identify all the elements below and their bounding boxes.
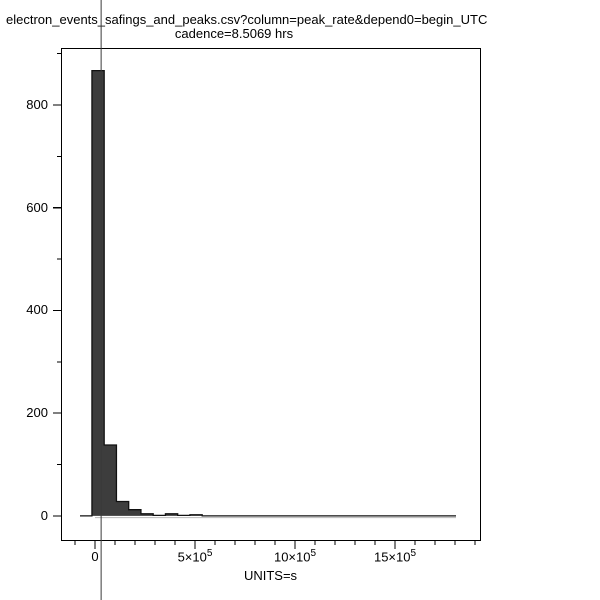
- histogram-bars-fill: [91, 70, 448, 516]
- y-axis-tick-labels: 0 200 400 600 800: [0, 0, 48, 600]
- x-tick-label: 5×105: [177, 548, 213, 565]
- histogram-trace-outline: [80, 69, 456, 517]
- y-tick-label: 200: [26, 405, 48, 421]
- x-tick-label: 15×105: [373, 548, 417, 565]
- x-axis-title: UNITS=s: [243, 568, 298, 583]
- y-tick-label: 0: [40, 507, 48, 523]
- x-tick-label-exponent: 5: [410, 548, 417, 559]
- plot-title-line1: electron_events_safings_and_peaks.csv?co…: [6, 12, 488, 27]
- x-tick-label: 10×105: [273, 548, 317, 565]
- plot-frame: [61, 48, 481, 541]
- x-tick-label-exponent: 5: [310, 548, 317, 559]
- x-tick-label: 0: [91, 549, 99, 564]
- y-tick-label: 600: [26, 199, 48, 215]
- plot-title-line2: cadence=8.5069 hrs: [174, 26, 294, 41]
- y-tick-label: 400: [26, 302, 48, 318]
- x-tick-label-exponent: 5: [206, 548, 213, 559]
- y-tick-label: 800: [26, 97, 48, 112]
